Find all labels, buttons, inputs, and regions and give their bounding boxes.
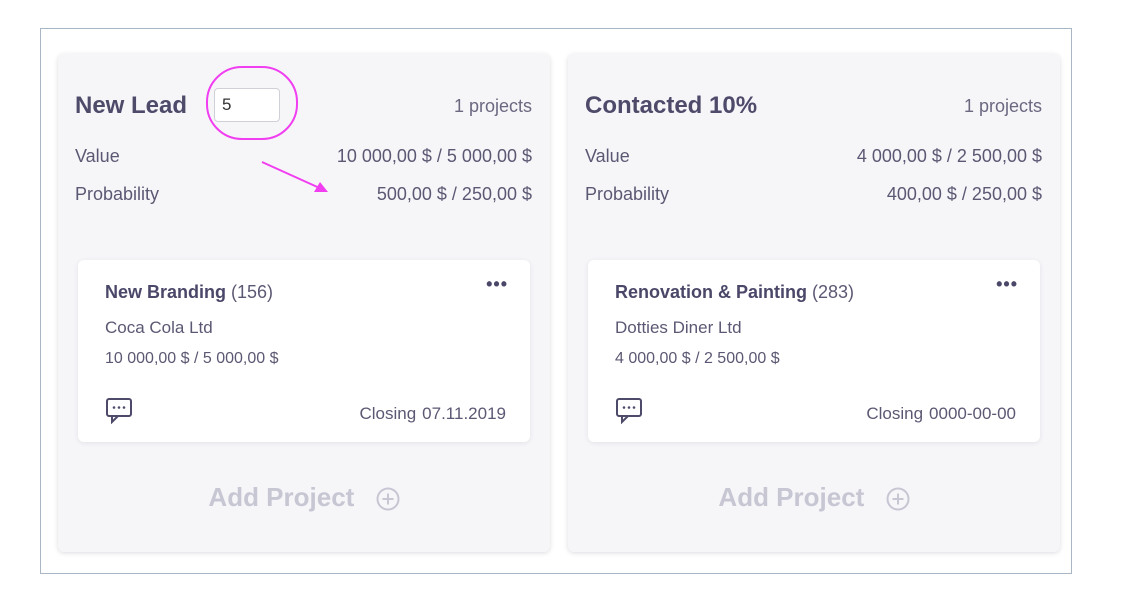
more-icon[interactable]: ••• [486,274,508,294]
plus-circle-icon [886,487,910,511]
projects-count: 1 projects [963,96,1042,116]
column-title: New Lead [75,92,188,119]
closing-label: Closing [359,404,417,423]
value-label: Value [75,146,120,166]
add-project-label: Add Project [718,482,865,512]
pipeline-column-contacted: Contacted 10% 1 projects Value 4 000,00 … [568,54,1060,552]
project-name: Renovation & Painting [615,282,808,302]
pipeline-column-new-lead: New Lead 1 projects Value 10 000,00 $ / … [58,54,550,552]
value-amount: 10 000,00 $ / 5 000,00 $ [336,146,532,166]
more-icon[interactable]: ••• [996,274,1018,294]
project-name: New Branding [105,282,227,302]
stage-probability-input[interactable] [214,88,280,122]
column-title: Contacted 10% [585,92,758,119]
project-number: (283) [812,282,855,302]
project-number: (156) [231,282,274,302]
arrow-icon [261,161,328,192]
value-amount: 4 000,00 $ / 2 500,00 $ [856,146,1042,166]
comment-icon[interactable] [104,396,134,424]
project-title[interactable]: New Branding (156) [105,282,273,303]
add-project-button[interactable]: Add Project [58,482,550,513]
comment-icon[interactable] [614,396,644,424]
add-project-label: Add Project [208,482,355,512]
project-card[interactable]: New Branding (156) ••• Coca Cola Ltd 10 … [78,260,530,442]
project-amount: 10 000,00 $ / 5 000,00 $ [105,350,279,367]
projects-count: 1 projects [453,96,532,116]
value-label: Value [585,146,630,166]
closing-date: 0000-00-00 [929,404,1016,423]
project-closing: Closing 07.11.2019 [359,404,506,424]
plus-circle-icon [376,487,400,511]
probability-amount: 500,00 $ / 250,00 $ [376,184,532,204]
add-project-button[interactable]: Add Project [568,482,1060,513]
probability-amount: 400,00 $ / 250,00 $ [886,184,1042,204]
project-amount: 4 000,00 $ / 2 500,00 $ [615,350,780,367]
probability-label: Probability [585,184,670,204]
project-title[interactable]: Renovation & Painting (283) [615,282,854,303]
probability-label: Probability [75,184,160,204]
closing-date: 07.11.2019 [422,404,506,423]
project-client: Coca Cola Ltd [105,318,213,337]
project-card[interactable]: Renovation & Painting (283) ••• Dotties … [588,260,1040,442]
project-closing: Closing 0000-00-00 [866,404,1016,424]
closing-label: Closing [866,404,924,423]
project-client: Dotties Diner Ltd [615,318,742,337]
